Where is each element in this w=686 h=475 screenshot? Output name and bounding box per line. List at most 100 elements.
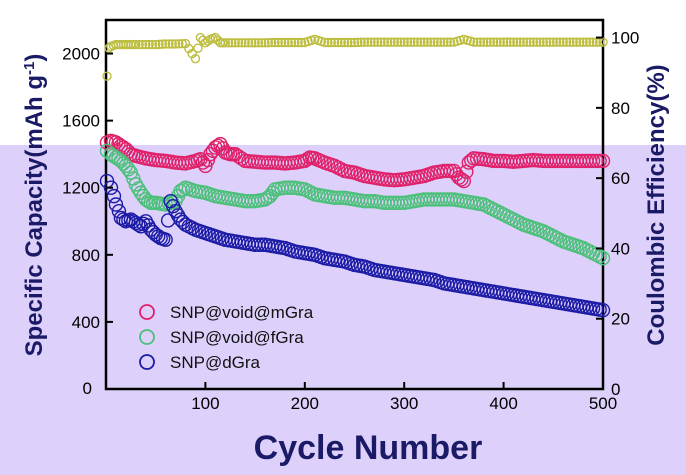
data-point — [300, 152, 315, 167]
data-point — [257, 38, 267, 48]
data-point — [561, 37, 572, 47]
data-point — [253, 38, 264, 48]
data-point — [512, 37, 522, 47]
data-point — [250, 38, 260, 48]
data-point — [595, 250, 611, 266]
data-point — [416, 37, 426, 47]
data-point — [498, 37, 509, 47]
data-point — [518, 37, 529, 47]
data-point — [588, 37, 598, 47]
data-point — [492, 37, 502, 47]
data-point — [323, 37, 333, 48]
data-point — [442, 37, 452, 47]
data-point — [336, 37, 346, 48]
data-point — [522, 37, 532, 47]
data-point — [190, 53, 201, 64]
data-point — [571, 37, 582, 47]
data-point — [237, 38, 247, 48]
data-point — [339, 37, 350, 48]
data-point — [439, 37, 449, 47]
data-point — [435, 37, 446, 47]
data-point — [240, 38, 250, 48]
data-point — [210, 32, 221, 43]
data-point — [346, 37, 356, 48]
data-point — [469, 37, 479, 47]
data-point — [174, 39, 184, 49]
data-point — [528, 37, 539, 47]
x-tick-label: 500 — [589, 394, 617, 413]
series-layer — [99, 32, 611, 318]
data-point — [372, 37, 383, 47]
data-point — [426, 37, 436, 47]
data-point — [157, 39, 168, 49]
data-point — [233, 38, 244, 48]
data-point — [482, 37, 492, 47]
data-point — [266, 37, 277, 48]
data-point — [319, 37, 330, 48]
data-point — [131, 39, 141, 50]
data-point — [488, 37, 499, 47]
data-point — [359, 37, 370, 47]
data-point — [445, 37, 456, 47]
data-point — [293, 37, 303, 48]
data-point — [555, 37, 565, 47]
data-point — [349, 37, 360, 48]
data-point — [158, 232, 173, 247]
data-point — [147, 39, 158, 50]
data-point — [429, 37, 439, 47]
data-point — [422, 37, 433, 47]
data-point — [472, 37, 482, 47]
data-point — [558, 37, 568, 47]
data-point — [409, 37, 419, 47]
data-point — [290, 37, 300, 48]
data-point — [419, 37, 429, 47]
y-axis-left-title-close: ) — [21, 54, 48, 62]
plot-frame — [104, 18, 605, 391]
data-point — [508, 37, 519, 47]
data-point — [541, 37, 552, 47]
y-axis-left-title: Specific Capacity(mAh g-1) — [21, 54, 49, 357]
data-point — [195, 32, 206, 43]
legend-label: SNP@void@mGra — [170, 303, 314, 322]
data-point — [369, 37, 380, 47]
data-point — [578, 37, 588, 47]
x-tick-label: 200 — [291, 394, 319, 413]
data-point — [392, 37, 403, 47]
data-point — [412, 37, 423, 47]
legend-marker — [139, 304, 155, 320]
data-point — [366, 37, 376, 47]
data-point — [134, 39, 144, 50]
data-point — [575, 37, 585, 47]
y-right-tick-label: 20 — [611, 310, 630, 329]
data-point — [485, 37, 496, 47]
data-point — [326, 37, 337, 48]
data-point — [227, 38, 237, 48]
data-point — [376, 37, 386, 47]
y-right-tick-label: 80 — [611, 99, 630, 118]
data-point — [164, 39, 174, 49]
data-point — [389, 37, 399, 47]
data-point — [585, 37, 595, 47]
y-left-tick-label: 2000 — [62, 45, 100, 64]
y-right-tick-label: 40 — [611, 239, 630, 258]
data-point — [203, 36, 213, 46]
y-axis-left-title-sup: -1 — [21, 62, 38, 75]
data-point — [581, 37, 592, 47]
y-right-tick-label: 0 — [611, 380, 620, 399]
y-left-tick-label: 400 — [72, 313, 100, 332]
data-point — [406, 37, 416, 47]
data-point — [440, 163, 455, 179]
data-point — [150, 39, 161, 50]
series-SNP@void@mGra — [99, 133, 611, 189]
y-axis-left-title-main: Specific Capacity(mAh g — [21, 75, 48, 356]
data-point — [234, 151, 250, 166]
data-point — [260, 38, 270, 48]
data-point — [154, 39, 164, 50]
data-point — [353, 37, 363, 48]
data-point — [276, 37, 287, 48]
data-point — [247, 38, 257, 48]
data-point — [432, 37, 443, 47]
data-point — [128, 39, 139, 50]
legend-label: SNP@dGra — [170, 353, 261, 372]
